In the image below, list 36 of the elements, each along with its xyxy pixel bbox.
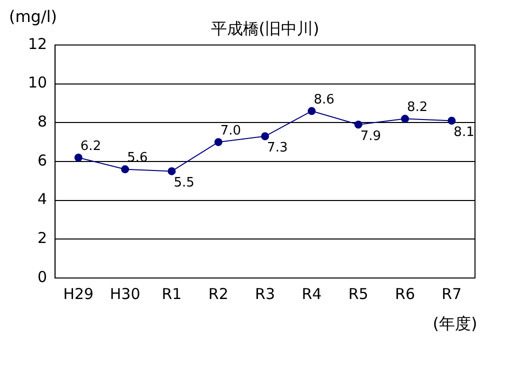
data-label: 8.1 [454, 125, 474, 140]
x-tick-label: R2 [208, 284, 228, 303]
x-tick-label: H29 [63, 284, 94, 303]
x-tick-label: R1 [162, 284, 182, 303]
x-tick-label: R5 [348, 284, 368, 303]
y-tick-label: 10 [28, 74, 48, 92]
y-tick-label: 0 [38, 268, 48, 286]
point [401, 114, 410, 123]
y-tick-label: 6 [38, 151, 48, 170]
data-label: 8.2 [407, 100, 428, 116]
chart-title: 平成橋(旧中川) [210, 19, 320, 38]
x-tick-label: R3 [255, 284, 276, 303]
y-tick-label: 4 [38, 190, 48, 208]
y-axis-title: (mg/l) [8, 7, 58, 26]
point [121, 165, 130, 174]
x-axis-title: (年度) [432, 314, 478, 334]
data-label: 6.2 [80, 138, 102, 154]
y-tick-label: 2 [38, 229, 48, 248]
y-tick-label: 12 [28, 34, 48, 53]
x-tick-label: R7 [442, 284, 462, 303]
x-tick-label: R4 [302, 284, 322, 303]
point [448, 116, 456, 125]
data-label: 7.9 [360, 128, 382, 144]
point [308, 107, 316, 116]
point [168, 167, 176, 176]
data-label: 8.6 [314, 92, 334, 108]
point [354, 120, 362, 129]
y-tick-label: 8 [38, 112, 48, 131]
point [214, 138, 222, 146]
x-tick-label: R6 [395, 284, 415, 303]
data-label: 7.3 [267, 140, 288, 156]
x-tick-label: H30 [110, 284, 140, 303]
data-label: 5.5 [174, 176, 194, 191]
point [74, 154, 82, 162]
data-label: 7.0 [220, 123, 242, 138]
point [261, 132, 270, 140]
